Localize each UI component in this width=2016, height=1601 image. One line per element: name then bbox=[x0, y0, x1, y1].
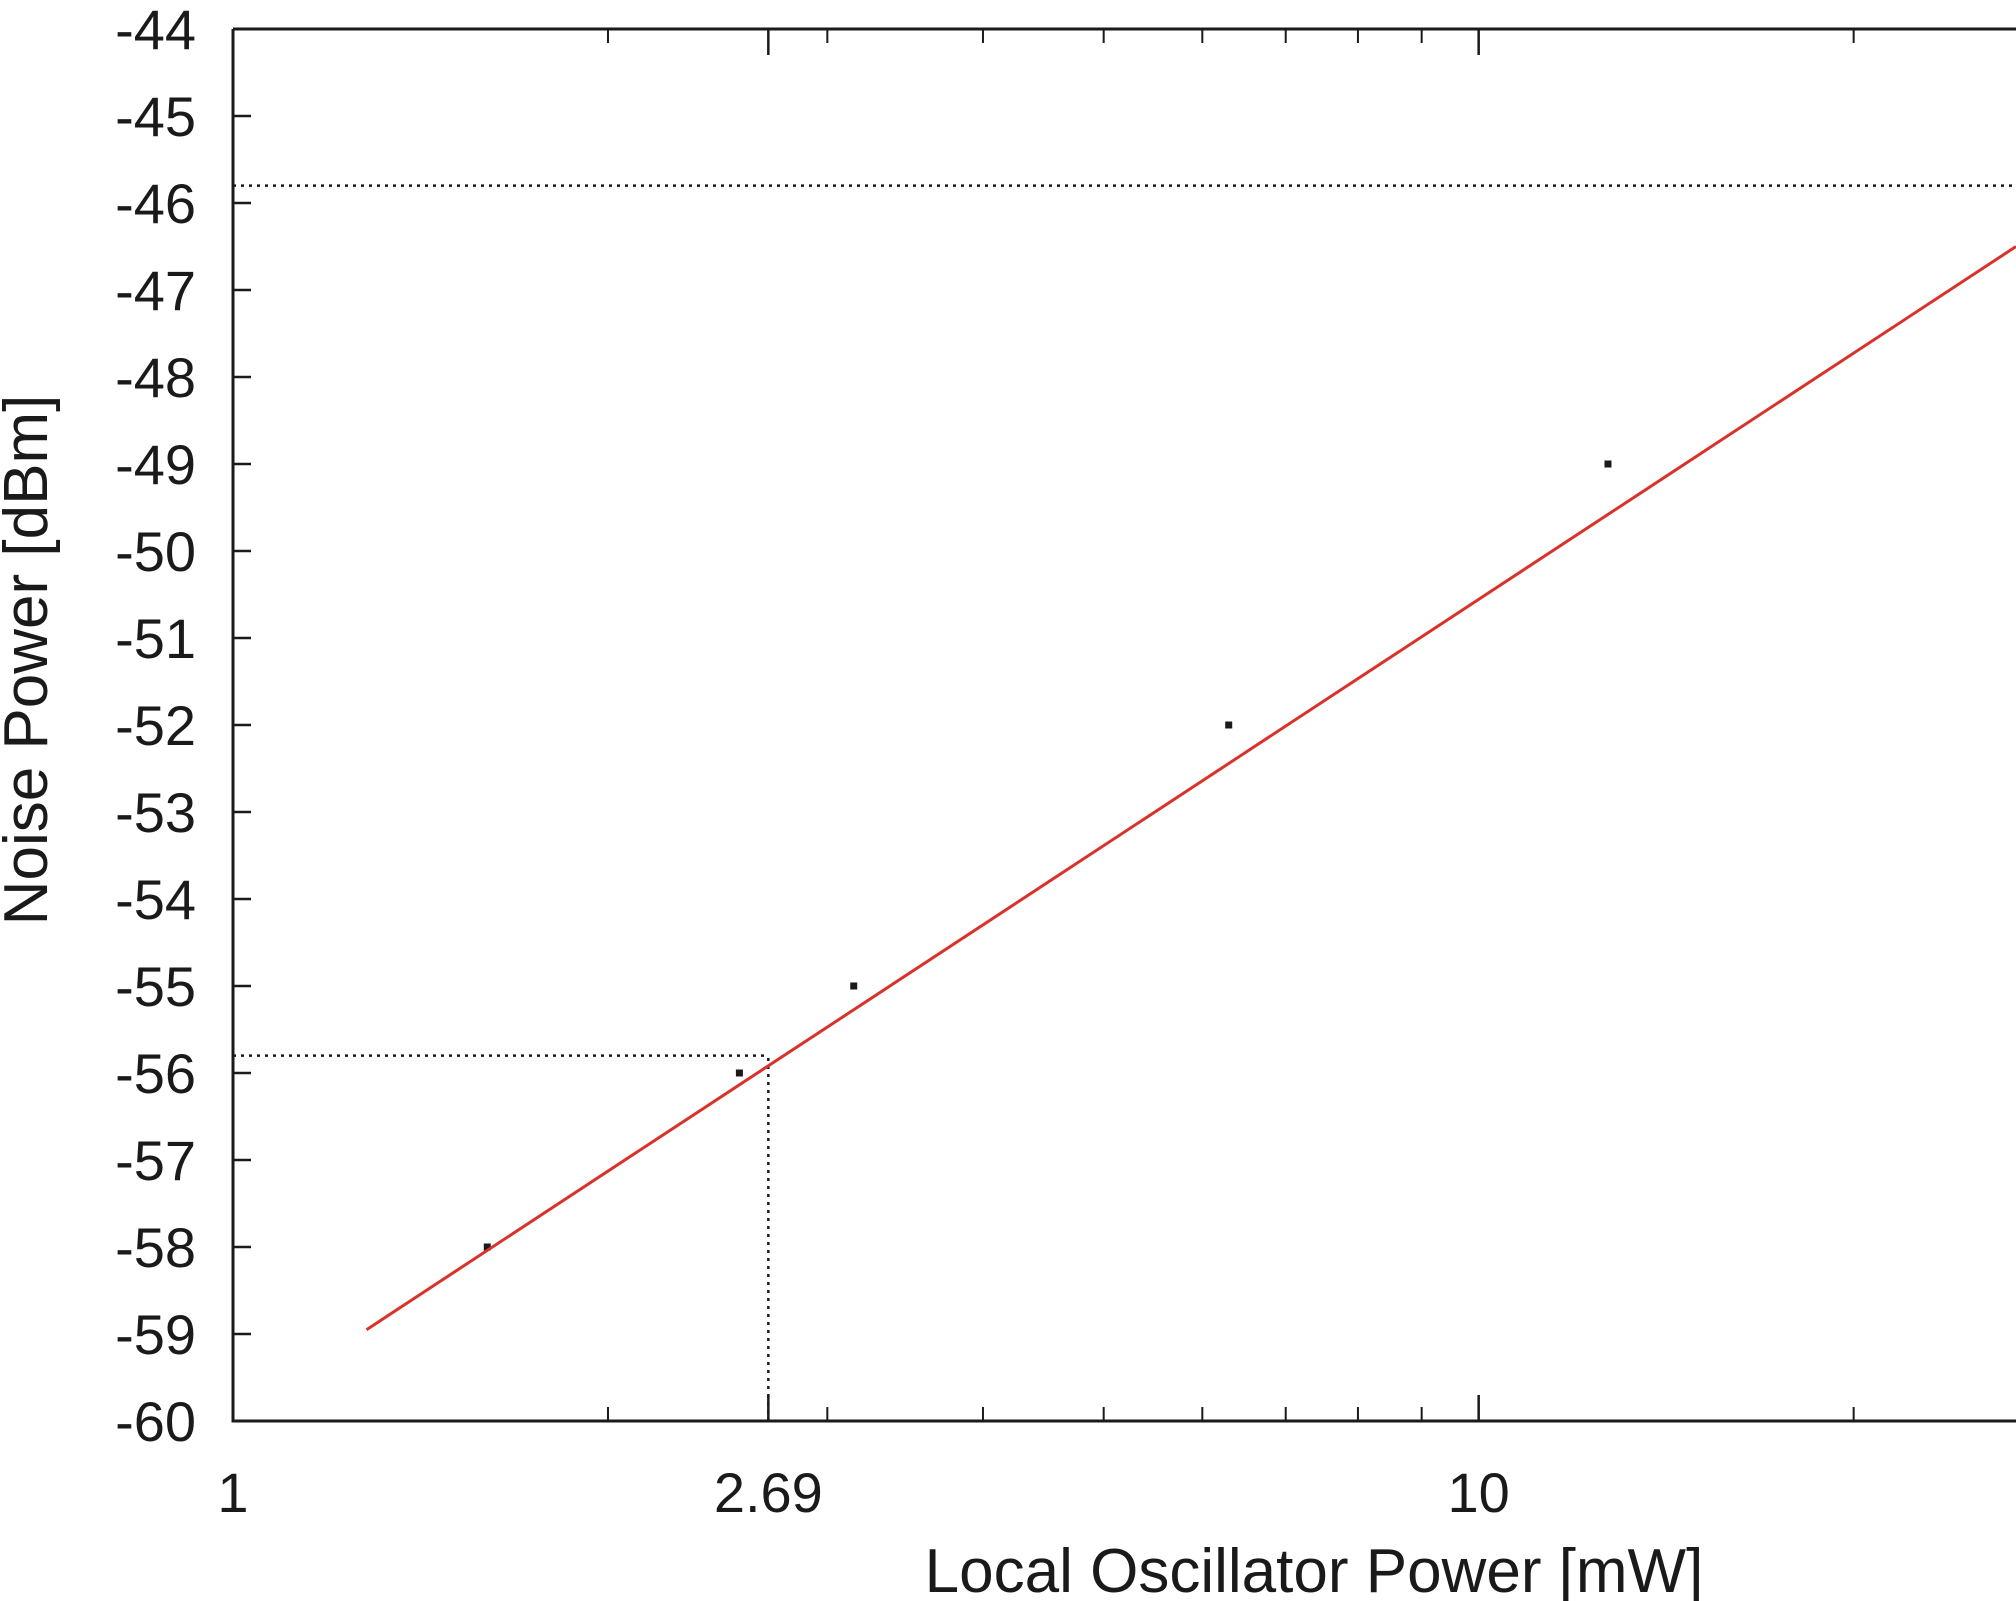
y-tick-label: -60 bbox=[115, 1390, 196, 1453]
data-point bbox=[850, 982, 858, 990]
x-tick-label: 10 bbox=[1448, 1461, 1510, 1524]
axes bbox=[231, 27, 2016, 1423]
y-tick-label: -48 bbox=[115, 346, 196, 409]
y-tick-label: -51 bbox=[115, 607, 196, 670]
tick-labels: -44 -45 -46 -47 -48 -49 -50 -51 -52 -53 -54 -55 -56 -… bbox=[115, 0, 1510, 1524]
series bbox=[365, 245, 2016, 1331]
y-tick-label: -44 bbox=[115, 0, 196, 61]
y-tick-label: -47 bbox=[115, 259, 196, 322]
y-tick-label: -57 bbox=[115, 1129, 196, 1192]
y-tick-label: -50 bbox=[115, 520, 196, 583]
y-tick-label: -56 bbox=[115, 1042, 196, 1105]
y-tick-label: -45 bbox=[115, 85, 196, 148]
y-tick-label: -59 bbox=[115, 1303, 196, 1366]
reference-lines bbox=[233, 184, 2016, 1421]
y-tick-label: -46 bbox=[115, 172, 196, 235]
y-tick-label: -54 bbox=[115, 868, 196, 931]
y-tick-label: -58 bbox=[115, 1216, 196, 1279]
data-point bbox=[483, 1243, 491, 1251]
y-axis-title: Noise Power [dBm] bbox=[0, 395, 61, 926]
y-tick-label: -52 bbox=[115, 694, 196, 757]
y-tick-label: -55 bbox=[115, 955, 196, 1018]
fit-line bbox=[365, 245, 2016, 1331]
data-point bbox=[1225, 721, 1233, 729]
y-tick-label: -53 bbox=[115, 781, 196, 844]
x-tick-label: 2.69 bbox=[714, 1461, 823, 1524]
data-point bbox=[735, 1069, 743, 1077]
x-axis-title: Local Oscillator Power [mW] bbox=[925, 1537, 1704, 1601]
data-point bbox=[1604, 460, 1612, 468]
y-tick-label: -49 bbox=[115, 433, 196, 496]
x-tick-label: 1 bbox=[217, 1461, 248, 1524]
